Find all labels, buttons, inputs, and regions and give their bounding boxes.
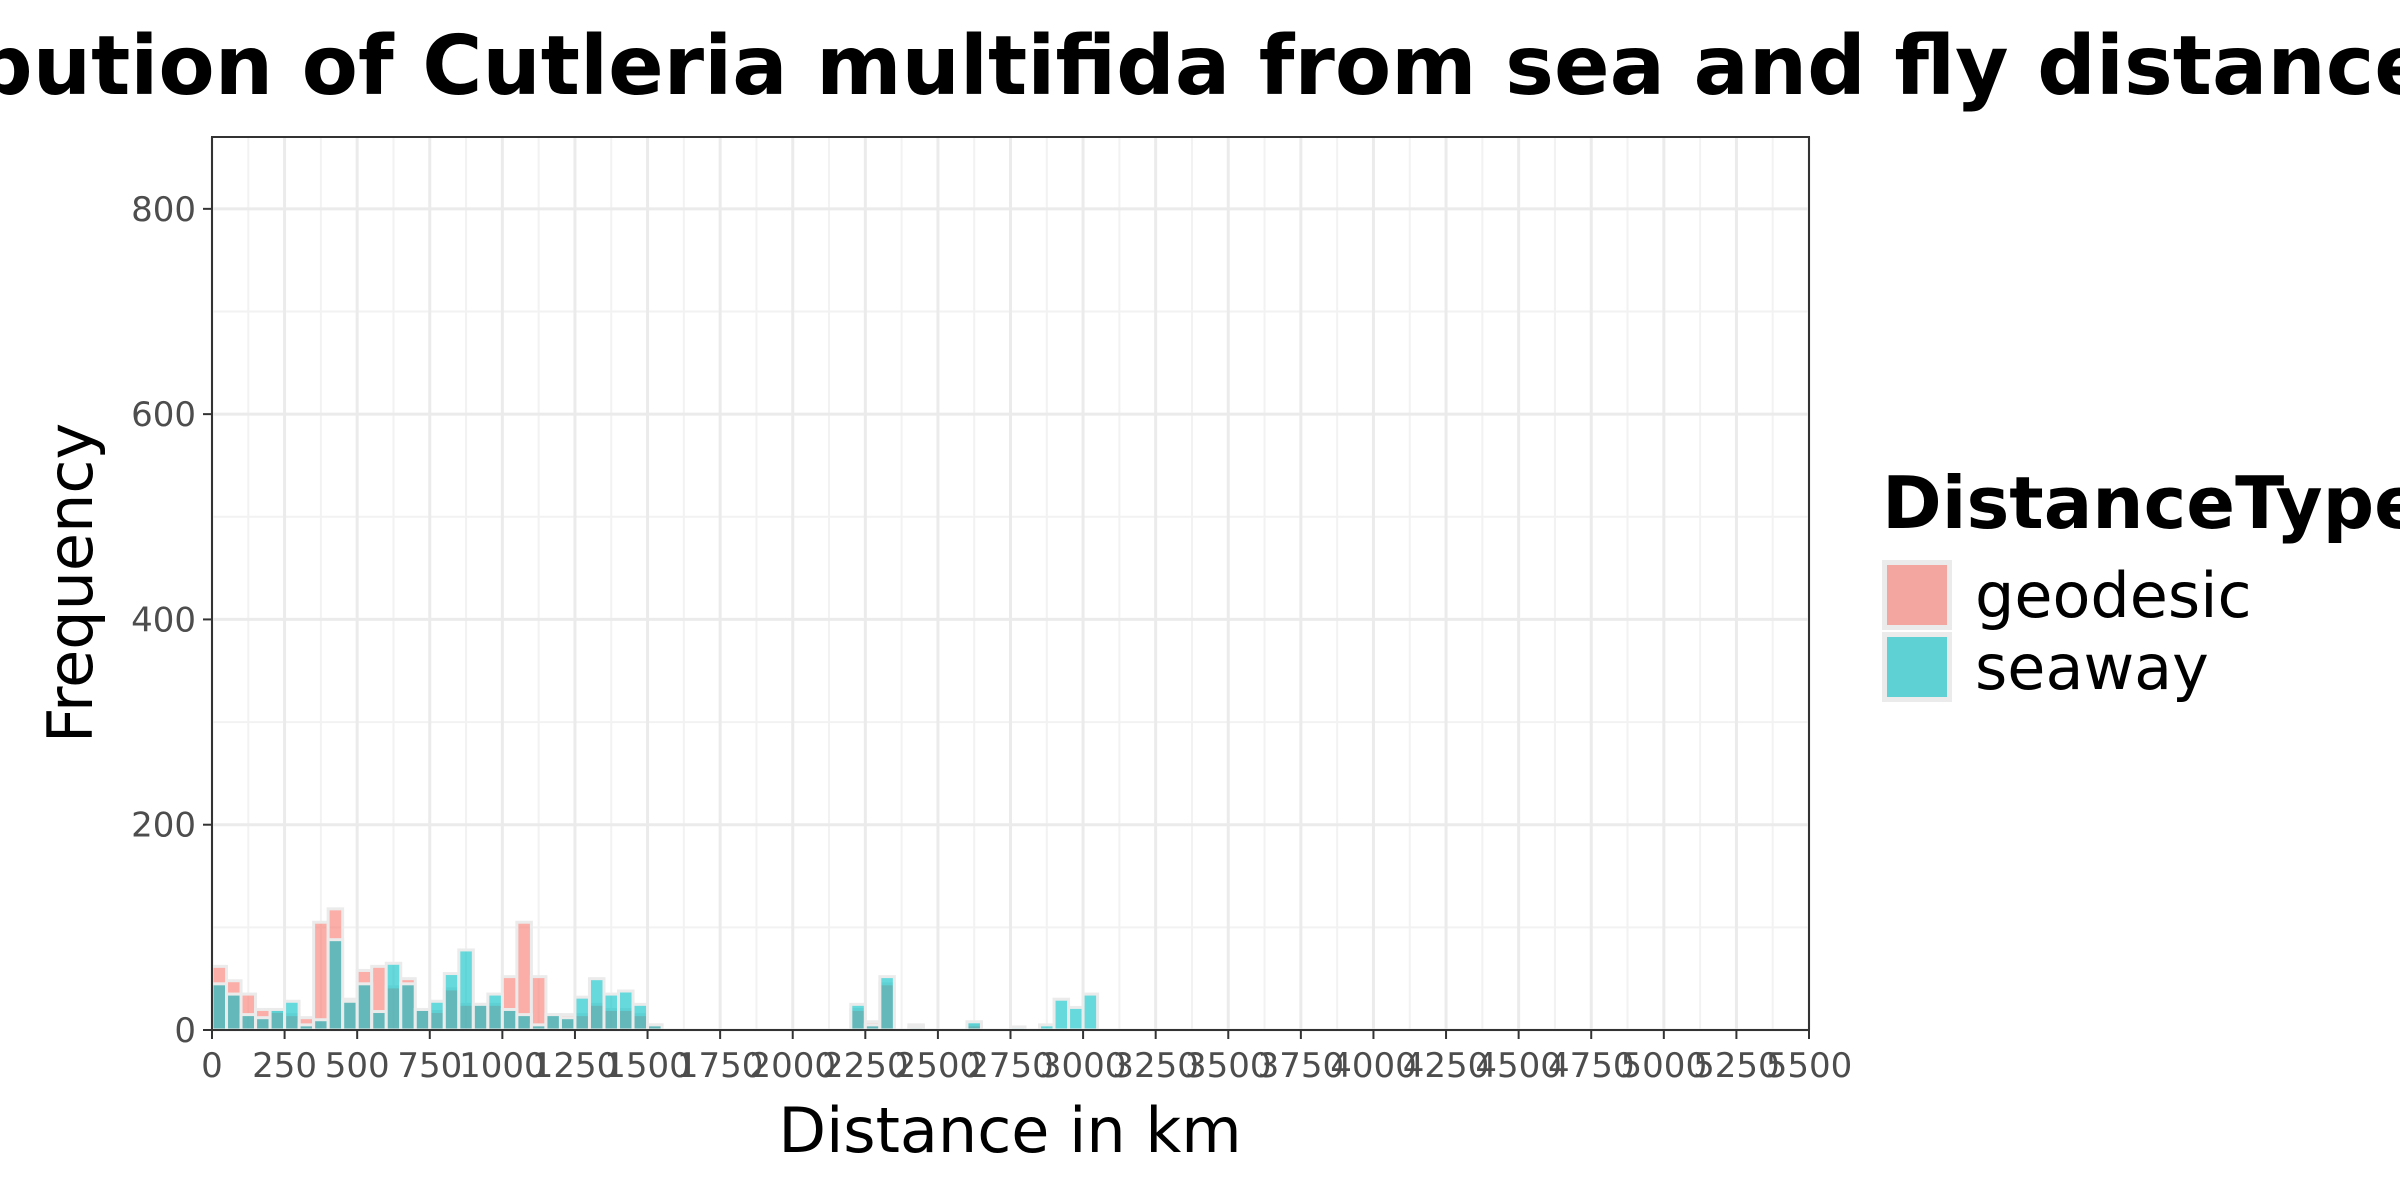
bar-seaway — [602, 992, 621, 1032]
x-tick-label: 0 — [201, 1046, 223, 1086]
bar-seaway — [442, 972, 461, 1032]
bar-seaway — [1052, 997, 1071, 1032]
bar-seaway — [1067, 1005, 1085, 1032]
bar-seaway — [515, 1013, 533, 1032]
bar-seaway — [965, 1020, 983, 1032]
y-axis: 0 200 400 600 800 — [131, 190, 212, 1051]
x-tick-label: 5000 — [1621, 1046, 1708, 1086]
x-axis: 0 250 500 750100012501500175020002250250027… — [201, 1030, 1852, 1086]
bar-seaway — [210, 982, 229, 1032]
y-axis-title: Frequency — [34, 423, 107, 743]
x-tick-label: 3500 — [1185, 1046, 1272, 1086]
bar-seaway — [384, 961, 403, 1032]
x-tick-label: 1000 — [459, 1046, 546, 1086]
bar-seaway — [1081, 992, 1100, 1032]
x-tick-label: 750 — [397, 1046, 462, 1086]
x-tick-label: 1750 — [677, 1046, 764, 1086]
bar-seaway — [631, 1002, 650, 1032]
bar-seaway — [326, 938, 345, 1032]
grid-minor — [212, 137, 1809, 1030]
bar-geodesic — [312, 920, 330, 1032]
bar-seaway — [471, 1002, 490, 1032]
x-tick-label: 1500 — [604, 1046, 691, 1086]
x-tick-label: 4500 — [1475, 1046, 1562, 1086]
y-tick-label: 600 — [131, 395, 196, 435]
bar-seaway — [587, 977, 606, 1032]
x-tick-label: 2250 — [822, 1046, 909, 1086]
bar-seaway — [486, 992, 504, 1032]
y-tick-label: 200 — [131, 806, 196, 846]
x-tick-label: 2500 — [895, 1046, 982, 1086]
bar-seaway — [370, 1010, 388, 1032]
x-axis-title: Distance in km — [778, 1094, 1241, 1167]
x-tick-label: 3750 — [1258, 1046, 1345, 1086]
bar-seaway — [428, 999, 446, 1032]
x-tick-label: 2750 — [967, 1046, 1054, 1086]
bar-seaway — [849, 1002, 867, 1032]
legend-swatch-seaway — [1887, 637, 1947, 697]
x-tick-label: 3000 — [1040, 1046, 1127, 1086]
bar-seaway — [225, 992, 243, 1032]
bar-seaway — [573, 995, 591, 1032]
y-tick-label: 0 — [174, 1011, 196, 1051]
y-tick-label: 400 — [131, 600, 196, 640]
chart-title: Distribution of Cutleria multifida from … — [0, 19, 2400, 114]
grid-major — [210, 137, 1811, 1032]
bar-seaway — [399, 982, 417, 1032]
legend-title: DistanceType — [1882, 461, 2400, 545]
x-tick-label: 4750 — [1548, 1046, 1635, 1086]
bar-seaway — [544, 1013, 562, 1032]
bar-seaway — [355, 982, 374, 1032]
legend-swatch-geodesic — [1887, 565, 1947, 625]
x-tick-label: 5500 — [1766, 1046, 1853, 1086]
x-tick-label: 2000 — [749, 1046, 836, 1086]
y-tick-label: 800 — [131, 190, 196, 230]
bar-seaway — [268, 1007, 287, 1032]
bar-seaway — [500, 1007, 519, 1032]
legend-label-geodesic: geodesic — [1975, 559, 2252, 632]
bar-geodesic — [529, 975, 548, 1032]
bar-seaway — [413, 1007, 432, 1032]
x-tick-label: 4000 — [1330, 1046, 1417, 1086]
bar-seaway — [878, 975, 896, 1032]
x-tick-label: 500 — [325, 1046, 390, 1086]
x-tick-label: 250 — [252, 1046, 317, 1086]
x-tick-label: 1250 — [532, 1046, 619, 1086]
bar-seaway — [254, 1016, 272, 1032]
bar-seaway — [239, 1013, 258, 1032]
bar-seaway — [558, 1016, 577, 1032]
bar-seaway — [283, 999, 301, 1032]
x-tick-label: 5250 — [1693, 1046, 1780, 1086]
x-tick-label: 4250 — [1403, 1046, 1490, 1086]
bar-seaway — [341, 999, 359, 1032]
bar-seaway — [617, 989, 635, 1032]
bar-seaway — [312, 1018, 330, 1032]
legend-label-seaway: seaway — [1975, 631, 2209, 704]
bar-seaway — [457, 948, 475, 1032]
x-tick-label: 3250 — [1112, 1046, 1199, 1086]
